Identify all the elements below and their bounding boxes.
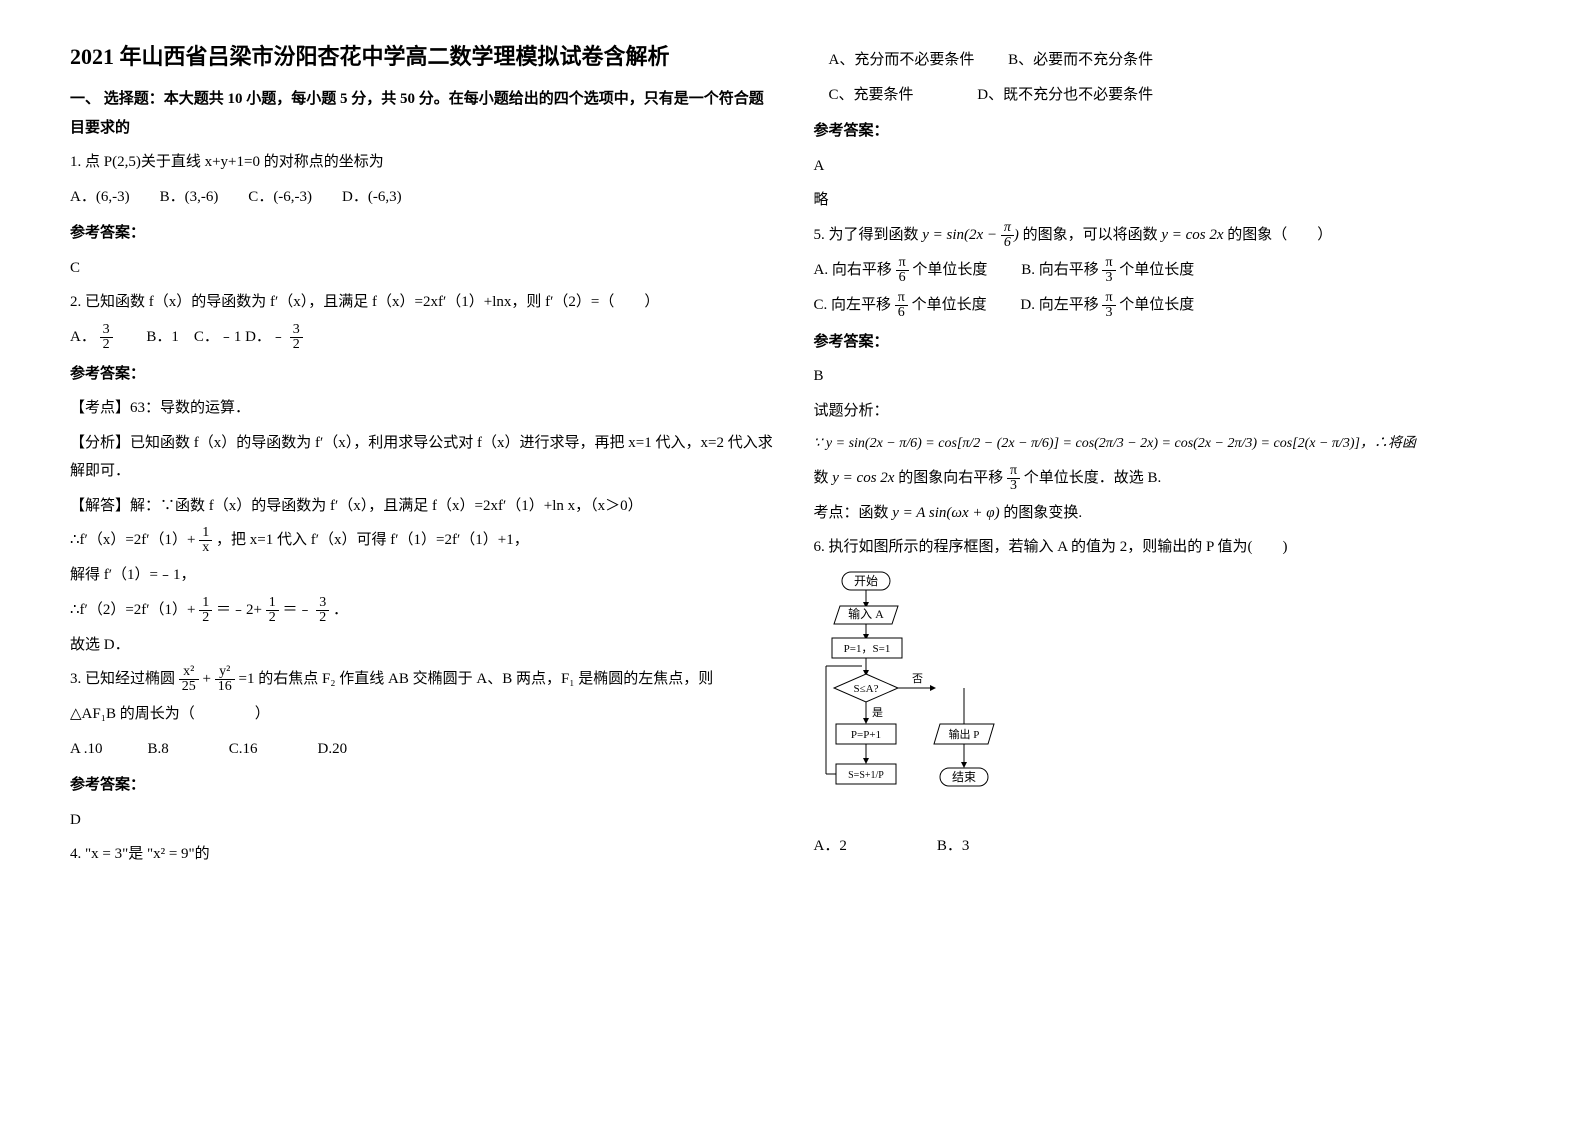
q5-long-eq: ∵ y = sin(2x − π/6) = cos[π/2 − (2x − π/… bbox=[814, 431, 1518, 458]
q6-options: A．2 B．3 bbox=[814, 832, 1518, 861]
flow-init-text: P=1，S=1 bbox=[843, 643, 890, 655]
q3-options: A .10 B.8 C.16 D.20 bbox=[70, 735, 774, 764]
flow-start-text: 开始 bbox=[853, 574, 877, 588]
q5-ref: 参考答案： bbox=[814, 328, 1518, 357]
q2-jieda-4: ∴f′（2）=2f′（1）+ 12 ＝﹣2+ 12 ＝﹣ 32 ． bbox=[70, 596, 774, 625]
q5-opts-row1: A. 向右平移 π6 个单位长度 B. 向右平移 π3 个单位长度 bbox=[814, 256, 1518, 285]
q5-fenxi-label: 试题分析： bbox=[814, 397, 1518, 426]
q5-text: 5. 为了得到函数 y = sin(2x − π6) 的图象，可以将函数 y =… bbox=[814, 221, 1518, 250]
q3-answer: D bbox=[70, 806, 774, 835]
q5-kaodian: 考点：函数 y = A sin(ωx + φ) 的图象变换. bbox=[814, 499, 1518, 528]
section-1-head: 一、 选择题：本大题共 10 小题，每小题 5 分，共 50 分。在每小题给出的… bbox=[70, 85, 774, 142]
q5-answer: B bbox=[814, 362, 1518, 391]
flow-yes-text: 是 bbox=[872, 706, 883, 719]
ellipse-frac-y: y²16 bbox=[215, 665, 235, 694]
flow-input-text: 输入 A bbox=[848, 606, 884, 621]
q2-kaodian: 【考点】63：导数的运算． bbox=[70, 394, 774, 423]
flow-out-text: 输出 P bbox=[948, 727, 979, 741]
q5-eq1: y = sin(2x − π6) bbox=[922, 227, 1022, 243]
q4-ref: 参考答案： bbox=[814, 117, 1518, 146]
q5-eq2: y = cos 2x bbox=[1161, 227, 1223, 243]
q4-lue: 略 bbox=[814, 186, 1518, 215]
q2-options: A． 3 2 B．1 C．﹣1 D．﹣ 3 2 bbox=[70, 323, 774, 352]
q2-ref: 参考答案： bbox=[70, 360, 774, 389]
flow-s-text: S=S+1/P bbox=[848, 770, 884, 781]
q5-opts-row2: C. 向左平移 π6 个单位长度 D. 向左平移 π3 个单位长度 bbox=[814, 291, 1518, 320]
q3-text-line2: △AF₁B 的周长为（ ） bbox=[70, 700, 774, 729]
q1-text: 1. 点 P(2,5)关于直线 x+y+1=0 的对称点的坐标为 bbox=[70, 148, 774, 177]
flowchart: 开始 输入 A P=1，S=1 S≤A? 否 是 P=P+1 S=S+1/P 输… bbox=[814, 568, 1518, 829]
q3-text-line1: 3. 已知经过椭圆 x²25 + y²16 =1 的右焦点 F₂ 作直线 AB … bbox=[70, 665, 774, 694]
flow-p-text: P=P+1 bbox=[850, 729, 880, 741]
q4-answer: A bbox=[814, 152, 1518, 181]
q2-opt-a-frac: 3 2 bbox=[100, 323, 113, 352]
q2-opts-rest: B．1 C．﹣1 D．﹣ bbox=[116, 329, 286, 345]
q1-answer: C bbox=[70, 254, 774, 283]
q2-jieda-2: ∴f′（x）=2f′（1）+ 1 x ，把 x=1 代入 f′（x）可得 f′（… bbox=[70, 526, 774, 555]
right-column: A、充分而不必要条件 B、必要而不充分条件 C、充要条件 D、既不充分也不必要条… bbox=[794, 40, 1538, 1082]
q2-fenxi: 【分析】已知函数 f（x）的导函数为 f′（x），利用求导公式对 f（x）进行求… bbox=[70, 429, 774, 486]
q1-ref: 参考答案： bbox=[70, 219, 774, 248]
q4-text: 4. "x = 3"是 "x² = 9"的 bbox=[70, 840, 774, 869]
q2-opt-d-frac: 3 2 bbox=[290, 323, 303, 352]
q2-jieda-5: 故选 D． bbox=[70, 631, 774, 660]
q1-options: A．(6,-3) B．(3,-6) C．(-6,-3) D．(-6,3) bbox=[70, 183, 774, 212]
q2-jieda-3: 解得 f′（1）=﹣1， bbox=[70, 561, 774, 590]
flowchart-svg: 开始 输入 A P=1，S=1 S≤A? 否 是 P=P+1 S=S+1/P 输… bbox=[814, 568, 1034, 818]
left-column: 2021 年山西省吕梁市汾阳杏花中学高二数学理模拟试卷含解析 一、 选择题：本大… bbox=[50, 40, 794, 1082]
page-title: 2021 年山西省吕梁市汾阳杏花中学高二数学理模拟试卷含解析 bbox=[70, 40, 774, 73]
flow-cond-text: S≤A? bbox=[853, 683, 878, 695]
ellipse-frac-x: x²25 bbox=[179, 665, 199, 694]
q3-ref: 参考答案： bbox=[70, 771, 774, 800]
q4-opts-row1: A、充分而不必要条件 B、必要而不充分条件 bbox=[814, 46, 1518, 75]
q2-jieda-1: 【解答】解：∵函数 f（x）的导函数为 f′（x），且满足 f（x）=2xf′（… bbox=[70, 492, 774, 521]
flow-no-text: 否 bbox=[912, 673, 923, 685]
q2-opt-a-prefix: A． bbox=[70, 329, 96, 345]
exam-page: 2021 年山西省吕梁市汾阳杏花中学高二数学理模拟试卷含解析 一、 选择题：本大… bbox=[0, 0, 1587, 1122]
q2-text: 2. 已知函数 f（x）的导函数为 f′（x），且满足 f（x）=2xf′（1）… bbox=[70, 288, 774, 317]
flow-end-text: 结束 bbox=[951, 770, 975, 784]
q4-opts-row2: C、充要条件 D、既不充分也不必要条件 bbox=[814, 81, 1518, 110]
frac-1-over-x: 1 x bbox=[199, 526, 212, 555]
q6-text: 6. 执行如图所示的程序框图，若输入 A 的值为 2，则输出的 P 值为( ) bbox=[814, 533, 1518, 562]
q5-tail: 数 y = cos 2x 的图象向右平移 π3 个单位长度．故选 B. bbox=[814, 464, 1518, 493]
